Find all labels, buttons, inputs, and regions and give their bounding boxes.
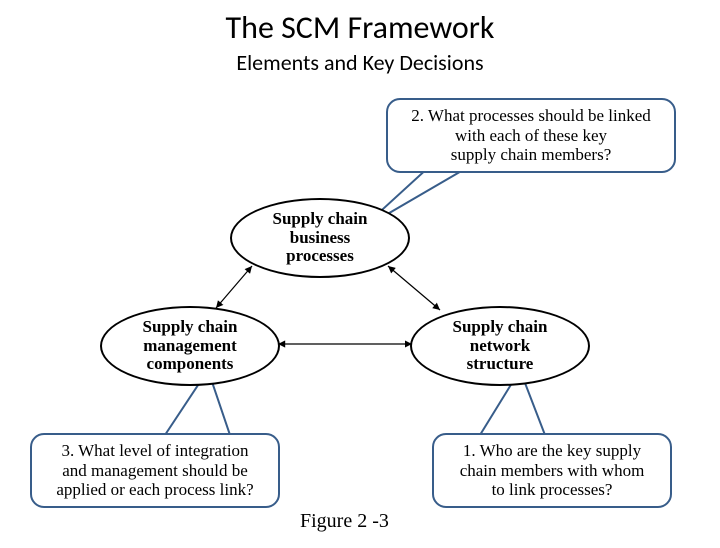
page-title: The SCM Framework (0, 8, 720, 47)
callout-text: 1. Who are the key supplychain members w… (460, 441, 645, 499)
figure-label: Figure 2 -3 (300, 510, 389, 533)
callout-text: 3. What level of integrationand manageme… (56, 441, 253, 499)
ellipse-management-components: Supply chainmanagementcomponents (100, 306, 280, 386)
callout-question-3: 3. What level of integrationand manageme… (30, 433, 280, 508)
callout-question-1: 1. Who are the key supplychain members w… (432, 433, 672, 508)
callout-question-2: 2. What processes should be linkedwith e… (386, 98, 676, 173)
ellipse-label: Supply chainbusinessprocesses (273, 210, 368, 266)
ellipse-network-structure: Supply chainnetworkstructure (410, 306, 590, 386)
ellipse-label: Supply chainmanagementcomponents (143, 318, 238, 374)
callout-text: 2. What processes should be linkedwith e… (411, 106, 651, 164)
ellipse-business-processes: Supply chainbusinessprocesses (230, 198, 410, 278)
ellipse-label: Supply chainnetworkstructure (453, 318, 548, 374)
page-subtitle: Elements and Key Decisions (0, 49, 720, 76)
